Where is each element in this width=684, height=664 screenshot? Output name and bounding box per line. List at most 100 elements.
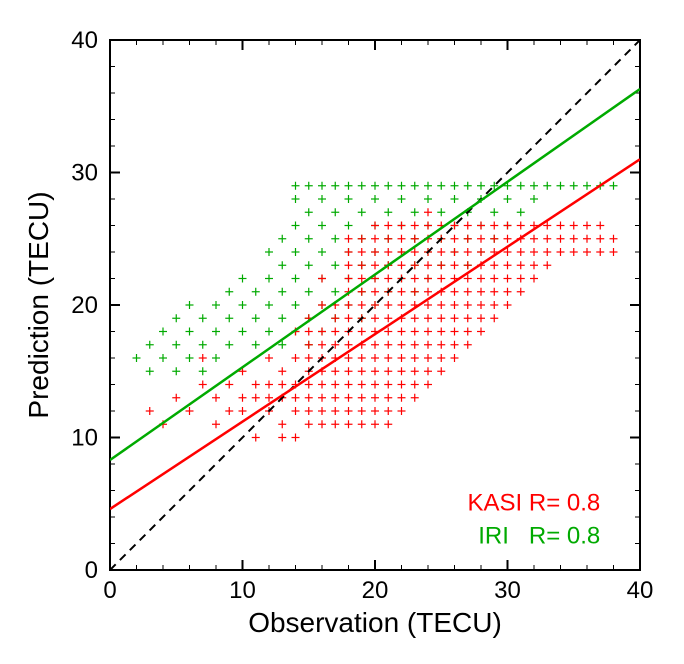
scatter-point: [331, 367, 339, 375]
scatter-point: [331, 235, 339, 243]
scatter-point: [504, 288, 512, 296]
scatter-point: [477, 248, 485, 256]
scatter-point: [504, 261, 512, 269]
scatter-point: [371, 367, 379, 375]
scatter-point: [543, 261, 551, 269]
scatter-point: [252, 394, 260, 402]
scatter-point: [424, 288, 432, 296]
scatter-point: [464, 261, 472, 269]
scatter-point: [345, 182, 353, 190]
scatter-point: [451, 288, 459, 296]
scatter-point: [424, 208, 432, 216]
scatter-point: [530, 275, 538, 283]
scatter-point: [305, 288, 313, 296]
scatter-point: [133, 354, 141, 362]
scatter-point: [398, 381, 406, 389]
scatter-point: [477, 222, 485, 230]
scatter-point: [371, 235, 379, 243]
scatter-point: [371, 248, 379, 256]
scatter-point: [384, 354, 392, 362]
scatter-point: [411, 367, 419, 375]
scatter-point: [265, 301, 273, 309]
scatter-point: [305, 394, 313, 402]
scatter-point: [358, 301, 366, 309]
scatter-point: [345, 381, 353, 389]
scatter-point: [398, 341, 406, 349]
scatter-point: [464, 222, 472, 230]
scatter-point: [252, 434, 260, 442]
scatter-point: [464, 248, 472, 256]
scatter-point: [278, 381, 286, 389]
scatter-point: [371, 182, 379, 190]
scatter-point: [583, 235, 591, 243]
scatter-point: [384, 222, 392, 230]
scatter-point: [490, 275, 498, 283]
scatter-point: [464, 182, 472, 190]
scatter-point: [570, 222, 578, 230]
scatter-point: [451, 314, 459, 322]
scatter-point: [398, 182, 406, 190]
scatter-point: [490, 261, 498, 269]
scatter-point: [345, 314, 353, 322]
scatter-point: [424, 222, 432, 230]
scatter-point: [331, 328, 339, 336]
legend-kasi: KASI R= 0.8: [468, 489, 601, 516]
scatter-point: [345, 354, 353, 362]
scatter-point: [437, 248, 445, 256]
scatter-point: [371, 420, 379, 428]
scatter-point: [292, 275, 300, 283]
scatter-point: [437, 182, 445, 190]
scatter-point: [358, 288, 366, 296]
scatter-point: [345, 261, 353, 269]
scatter-point: [199, 314, 207, 322]
y-tick-label: 20: [71, 292, 98, 319]
scatter-point: [411, 182, 419, 190]
scatter-point: [437, 314, 445, 322]
y-tick-label: 0: [85, 557, 98, 584]
scatter-point: [305, 182, 313, 190]
scatter-point: [464, 288, 472, 296]
scatter-point: [225, 407, 233, 415]
scatter-point: [384, 208, 392, 216]
scatter-point: [199, 354, 207, 362]
scatter-point: [596, 248, 604, 256]
scatter-point: [504, 301, 512, 309]
scatter-point: [358, 381, 366, 389]
scatter-point: [596, 222, 604, 230]
scatter-point: [305, 208, 313, 216]
scatter-point: [358, 367, 366, 375]
scatter-point: [186, 354, 194, 362]
scatter-point: [172, 394, 180, 402]
scatter-point: [477, 328, 485, 336]
scatter-point: [411, 354, 419, 362]
scatter-point: [557, 248, 565, 256]
scatter-point: [172, 367, 180, 375]
scatter-point: [292, 301, 300, 309]
scatter-point: [398, 367, 406, 375]
scatter-point: [530, 182, 538, 190]
scatter-point: [477, 301, 485, 309]
scatter-point: [331, 407, 339, 415]
x-axis-label: Observation (TECU): [248, 607, 502, 638]
scatter-point: [345, 275, 353, 283]
scatter-point: [411, 288, 419, 296]
scatter-point: [490, 208, 498, 216]
scatter-point: [543, 182, 551, 190]
scatter-point: [583, 222, 591, 230]
scatter-point: [504, 195, 512, 203]
scatter-point: [437, 208, 445, 216]
scatter-point: [292, 354, 300, 362]
scatter-point: [517, 248, 525, 256]
scatter-point: [451, 248, 459, 256]
scatter-point: [398, 261, 406, 269]
y-tick-label: 10: [71, 425, 98, 452]
scatter-point: [345, 407, 353, 415]
scatter-point: [331, 394, 339, 402]
scatter-point: [411, 235, 419, 243]
scatter-point: [305, 420, 313, 428]
scatter-point: [490, 235, 498, 243]
scatter-point: [265, 381, 273, 389]
scatter-point: [384, 420, 392, 428]
scatter-point: [331, 288, 339, 296]
scatter-point: [411, 208, 419, 216]
